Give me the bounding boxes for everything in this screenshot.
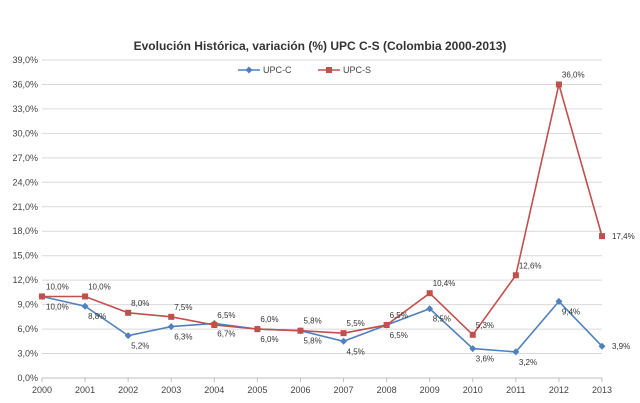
x-tick-label: 2010: [463, 385, 483, 395]
series-line-upc-s: [42, 84, 603, 337]
data-labels: 10,0% 8,8% 5,2% 6,3% 6,7% 6,0% 5,8% 4,5% 6,5% 8,5…: [46, 70, 635, 366]
grid: [41, 59, 603, 382]
data-label-upc-c: 3,9%: [612, 342, 630, 351]
data-label-upc-c: 6,3%: [174, 333, 192, 342]
y-tick-label: 18,0%: [12, 226, 38, 236]
data-label-upc-s: 5,3%: [476, 321, 494, 330]
legend-label: UPC-S: [343, 65, 371, 75]
x-tick-label: 2003: [161, 385, 181, 395]
data-label-upc-c: 6,5%: [390, 331, 408, 340]
x-tick-label: 2007: [334, 385, 354, 395]
x-axis-ticks: 2000 2001 2002 2003 2004 2005 2006 2007 2008 2009…: [32, 385, 612, 395]
data-label-upc-s: 36,0%: [562, 70, 585, 79]
legend-label: UPC-C: [263, 65, 292, 75]
data-label-upc-c: 8,5%: [433, 315, 451, 324]
data-label-upc-c: 6,7%: [217, 329, 235, 338]
data-point-upc-s: [168, 313, 175, 320]
x-tick-label: 2011: [506, 385, 525, 395]
x-tick-label: 2009: [420, 385, 440, 395]
data-label-upc-c: 5,8%: [303, 337, 321, 346]
series-lines: [38, 81, 606, 356]
data-label-upc-s: 10,0%: [46, 282, 69, 291]
data-point-upc-s: [555, 81, 562, 88]
data-label-upc-s: 5,8%: [303, 317, 321, 326]
chart-title: Evolución Histórica, variación (%) UPC C…: [134, 39, 507, 53]
data-label-upc-s: 6,0%: [260, 315, 278, 324]
x-tick-label: 2000: [32, 385, 52, 395]
y-tick-label: 9,0%: [17, 300, 38, 310]
data-label-upc-s: 6,5%: [390, 311, 408, 320]
x-tick-label: 2013: [592, 385, 612, 395]
y-tick-label: 27,0%: [12, 153, 38, 163]
y-tick-label: 36,0%: [12, 79, 38, 89]
x-tick-label: 2005: [247, 385, 267, 395]
data-point-upc-c: [426, 305, 434, 313]
y-tick-label: 0,0%: [17, 373, 38, 383]
data-point-upc-s: [125, 309, 132, 316]
data-label-upc-c: 9,4%: [562, 307, 580, 316]
x-tick-label: 2008: [377, 385, 397, 395]
y-tick-label: 24,0%: [12, 177, 38, 187]
x-tick-label: 2012: [549, 385, 569, 395]
x-tick-label: 2006: [290, 385, 310, 395]
y-tick-label: 15,0%: [12, 251, 38, 261]
y-tick-label: 33,0%: [12, 104, 38, 114]
x-tick-label: 2004: [204, 385, 224, 395]
data-label-upc-s: 17,4%: [612, 232, 635, 241]
y-axis-ticks: 0,0% 3,0% 6,0% 9,0% 12,0% 15,0% 18,0% 21,0% 24,0…: [12, 55, 38, 383]
data-label-upc-s: 10,4%: [433, 279, 456, 288]
data-point-upc-c: [469, 345, 477, 353]
data-point-upc-s: [340, 330, 347, 337]
data-label-upc-c: 3,2%: [519, 358, 537, 367]
data-label-upc-c: 3,6%: [476, 355, 494, 364]
legend: UPC-C UPC-S: [238, 65, 371, 75]
x-tick-label: 2001: [75, 385, 95, 395]
data-point-upc-c: [598, 342, 606, 350]
y-tick-label: 30,0%: [12, 128, 38, 138]
data-point-upc-s: [297, 327, 304, 334]
data-label-upc-c: 6,0%: [260, 335, 278, 344]
data-point-upc-s: [426, 290, 433, 297]
y-tick-label: 12,0%: [12, 275, 38, 285]
data-label-upc-s: 12,6%: [519, 261, 542, 270]
data-label-upc-c: 8,8%: [88, 312, 106, 321]
y-tick-label: 3,0%: [17, 349, 38, 359]
data-point-upc-s: [254, 326, 261, 333]
data-label-upc-s: 10,0%: [88, 282, 111, 291]
data-point-upc-s: [599, 233, 605, 240]
y-tick-label: 39,0%: [12, 55, 38, 65]
data-label-upc-c: 10,0%: [46, 302, 69, 311]
x-tick-label: 2002: [118, 385, 138, 395]
data-point-upc-s: [82, 293, 89, 300]
data-label-upc-s: 6,5%: [217, 311, 235, 320]
data-label-upc-s: 7,5%: [174, 303, 192, 312]
data-point-upc-s: [469, 331, 476, 338]
data-point-upc-c: [124, 332, 132, 340]
data-point-upc-c: [555, 297, 563, 305]
data-point-upc-c: [512, 348, 520, 356]
data-point-upc-s: [383, 322, 390, 328]
data-point-upc-s: [39, 293, 45, 300]
data-label-upc-s: 8,0%: [131, 299, 149, 308]
data-label-upc-c: 4,5%: [347, 347, 365, 356]
data-point-upc-s: [211, 322, 218, 328]
data-point-upc-c: [81, 302, 89, 310]
series-line-upc-c: [41, 295, 603, 353]
data-label-upc-s: 5,5%: [347, 319, 365, 328]
legend-marker: [245, 66, 253, 74]
data-point-upc-s: [512, 272, 519, 279]
data-point-upc-c: [340, 337, 348, 345]
y-tick-label: 21,0%: [12, 202, 38, 212]
data-point-upc-c: [167, 323, 175, 331]
data-label-upc-c: 5,2%: [131, 342, 149, 351]
y-tick-label: 6,0%: [17, 324, 38, 334]
legend-marker: [326, 67, 332, 73]
